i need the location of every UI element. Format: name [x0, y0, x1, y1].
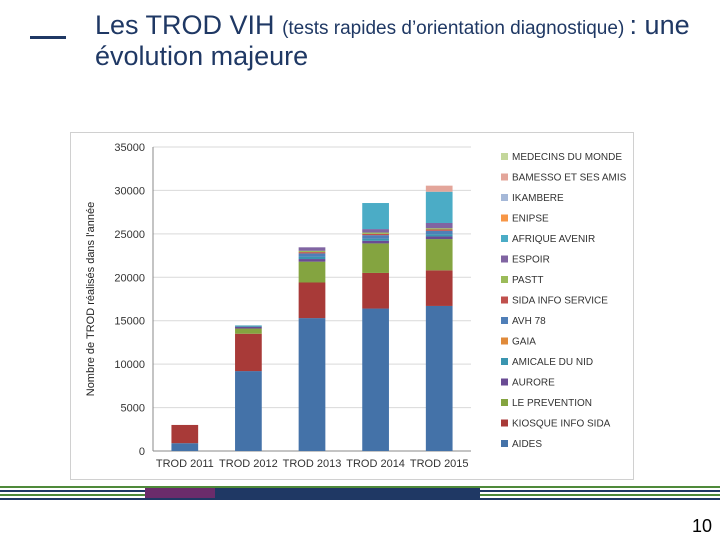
bar-segment: [425, 230, 453, 235]
bar-segment: [425, 229, 453, 231]
y-tick-label: 30000: [114, 185, 145, 197]
y-tick-label: 15000: [114, 316, 145, 328]
page-number: 10: [691, 516, 712, 536]
bar-segment: [425, 185, 453, 192]
legend-swatch: [501, 276, 508, 283]
legend-label: IKAMBERE: [512, 193, 564, 204]
x-tick-label: TROD 2014: [346, 458, 405, 470]
page-title: Les TROD VIH (tests rapides d’orientatio…: [95, 10, 695, 72]
bar-segment: [362, 238, 389, 241]
legend-label: AVH 78: [512, 316, 546, 327]
legend-label: MEDECINS DU MONDE: [512, 152, 622, 163]
legend-swatch: [501, 399, 508, 406]
bar-segment: [362, 232, 389, 234]
bar-segment: [298, 318, 326, 451]
legend-swatch: [501, 317, 508, 324]
legend-label: AMICALE DU NID: [512, 357, 593, 368]
bar-segment: [425, 236, 453, 240]
bar-segment: [235, 325, 262, 327]
y-tick-label: 25000: [114, 229, 145, 241]
bar-segment: [425, 234, 453, 237]
legend-label: ESPOIR: [512, 255, 550, 266]
y-tick-label: 35000: [114, 142, 145, 154]
legend-swatch: [501, 337, 508, 345]
bar-segment: [171, 424, 199, 444]
bar-segment: [425, 228, 453, 230]
footer-stripe-navy-block: [215, 488, 480, 500]
legend-label: AIDES: [512, 439, 542, 450]
bar-segment: [298, 256, 326, 260]
title-main: Les TROD VIH: [95, 10, 283, 40]
chart-canvas: 0 5000 10000 15000 20000 25000 30000 35000 Nombr…: [85, 142, 627, 470]
legend-label: SIDA INFO SERVICE: [512, 296, 608, 307]
bar-segment: [298, 261, 326, 283]
bar-segment: [235, 371, 262, 451]
y-tick-label: 0: [139, 446, 145, 458]
bar-segment: [425, 191, 453, 223]
footer-stripe-green: [0, 486, 720, 488]
y-tick-label: 5000: [121, 403, 145, 415]
legend-swatch: [501, 440, 508, 447]
bar-segment: [235, 328, 262, 334]
y-tick-label: 20000: [114, 272, 145, 284]
y-axis-label: Nombre de TROD réalisés dans l'année: [85, 202, 97, 397]
legend-swatch: [501, 194, 508, 201]
legend-label: KIOSQUE INFO SIDA: [512, 419, 611, 430]
bar-segment: [362, 235, 389, 239]
legend-swatch: [501, 214, 508, 222]
legend-swatch: [501, 173, 508, 181]
x-tick-label: TROD 2015: [410, 458, 469, 470]
bar-segment: [425, 223, 453, 229]
footer-stripe-navy-2: [0, 498, 720, 500]
bar-segment: [298, 250, 326, 253]
legend-swatch: [501, 235, 508, 242]
title-end: : une évolution majeure: [95, 10, 690, 72]
bar-segment: [362, 272, 389, 309]
bar-segment: [425, 239, 453, 271]
legend-label: AURORE: [512, 378, 555, 389]
bar-segment: [362, 308, 389, 451]
bar-segment: [425, 270, 453, 306]
legend-swatch: [501, 358, 508, 365]
x-tick-label: TROD 2013: [283, 458, 342, 470]
bar-segment: [298, 252, 326, 254]
stacked-bar-chart: 0 5000 10000 15000 20000 25000 30000 35000 Nombr…: [70, 132, 634, 480]
footer-stripes: [0, 486, 720, 500]
legend-label: PASTT: [512, 275, 543, 286]
bar-segment: [171, 443, 199, 451]
y-tick-label: 10000: [114, 359, 145, 371]
legend-label: GAIA: [512, 337, 536, 348]
legend-label: LE PREVENTION: [512, 398, 592, 409]
legend-swatch: [501, 296, 508, 304]
bar-segment: [298, 282, 326, 319]
bar-segment: [425, 305, 453, 451]
bar-segment: [362, 203, 389, 230]
x-tick-label: TROD 2011: [156, 458, 214, 470]
bar-segment: [362, 229, 389, 233]
bar-segment: [235, 333, 262, 372]
bar-segment: [298, 259, 326, 262]
footer-stripe-purple-block: [145, 488, 215, 498]
title-parenthetical: (tests rapides d’orientation diagnostiqu…: [282, 18, 630, 39]
title-rule: [30, 36, 66, 39]
bar-segment: [362, 240, 389, 244]
bar-segment: [298, 247, 326, 251]
legend-label: AFRIQUE AVENIR: [512, 234, 595, 245]
legend-label: BAMESSO ET SES AMIS: [512, 173, 627, 184]
x-tick-label: TROD 2012: [219, 458, 278, 470]
bar-segment: [235, 326, 262, 329]
legend-swatch: [501, 378, 508, 386]
bar-segment: [298, 253, 326, 257]
legend-swatch: [501, 153, 508, 160]
bar-segment: [362, 233, 389, 236]
legend-label: ENIPSE: [512, 214, 549, 225]
legend-swatch: [501, 255, 508, 263]
bar-segment: [362, 243, 389, 273]
legend-swatch: [501, 419, 508, 427]
